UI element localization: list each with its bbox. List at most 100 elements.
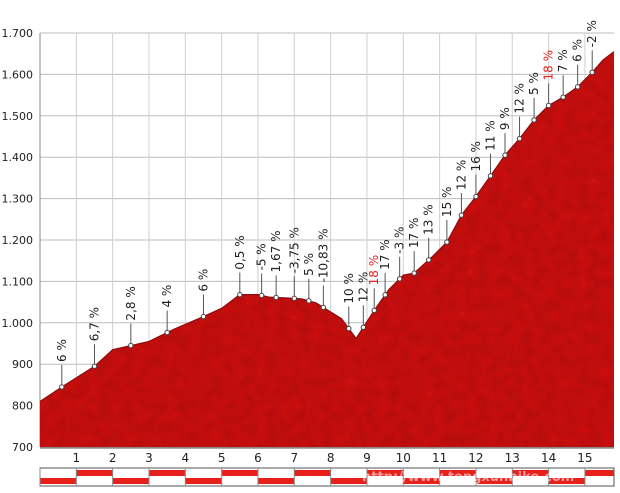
x-tick-label: 3 [145, 451, 153, 465]
segment-gradient-label: -10,83 % [316, 229, 330, 283]
segment-gradient-label: 17 % [407, 218, 421, 249]
watermark: http://www.tengxunbike.com [362, 470, 574, 485]
segment-gradient-label: 15 % [440, 187, 454, 218]
y-tick-label: 1.700 [2, 27, 34, 40]
x-tick-label: 11 [432, 451, 447, 465]
y-tick-label: 1.300 [2, 193, 34, 206]
segment-gradient-label: 6,7 % [87, 307, 101, 341]
segment-marker [487, 173, 494, 179]
segment-marker [291, 295, 298, 302]
segment-marker [306, 298, 312, 304]
segment-marker [200, 313, 207, 320]
segment-gradient-label: 16 % [469, 141, 483, 172]
x-tick-label: 15 [577, 451, 592, 465]
segment-marker [360, 324, 367, 330]
segment-marker [560, 94, 566, 100]
elevation-area [40, 51, 614, 447]
y-tick-label: 1.100 [2, 275, 34, 288]
segment-marker [59, 384, 65, 390]
x-tick-label: 9 [363, 451, 371, 465]
x-tick-label: 13 [505, 451, 520, 465]
segment-gradient-label: 5 % [302, 253, 316, 276]
segment-gradient-label: -3 % [393, 227, 407, 254]
x-tick-label: 8 [327, 451, 335, 465]
segment-gradient-label: 18 % [542, 50, 556, 81]
segment-marker [396, 276, 403, 282]
segment-gradient-label: 10 % [342, 273, 356, 304]
y-tick-label: 1.200 [2, 234, 34, 247]
segment-marker [346, 325, 352, 332]
km-ruler-segment [185, 478, 222, 484]
segment-gradient-label: -2 % [585, 20, 599, 47]
segment-gradient-label: 6 % [196, 269, 210, 292]
km-ruler-segment [403, 478, 440, 484]
segment-marker [411, 270, 417, 276]
y-tick-label: 700 [12, 441, 33, 454]
segment-marker [531, 117, 537, 123]
segment-gradient-label: 17 % [378, 239, 392, 270]
segment-marker [545, 102, 552, 109]
elevation-area-layer [39, 51, 615, 447]
segment-gradient-label: 12 % [513, 83, 527, 114]
km-ruler-segment [40, 478, 77, 484]
y-tick-label: 1.000 [2, 317, 34, 330]
km-ruler-segment [294, 470, 331, 476]
x-tick-label: 7 [290, 451, 298, 465]
km-ruler-segment [584, 470, 614, 476]
km-ruler-segment [148, 470, 186, 476]
y-tick-label: 1.600 [2, 68, 34, 81]
y-tick-label: 900 [12, 358, 33, 371]
x-tick-label: 6 [254, 451, 262, 465]
km-ruler-segment [439, 470, 476, 476]
segment-marker [502, 152, 508, 158]
segment-marker [473, 193, 479, 200]
x-tick-label: 4 [181, 451, 189, 465]
segment-gradient-label: 7 % [556, 49, 570, 72]
segment-gradient-label: 6 % [55, 339, 69, 362]
segment-labels: 6 % 6,7 % 2,8 % 4 % 6 % 0,5 % -5 % 1,67 % -3,75 … [55, 20, 599, 362]
segment-marker [320, 304, 327, 311]
segment-marker [444, 239, 450, 245]
segment-marker [371, 307, 377, 314]
segment-marker [91, 363, 98, 369]
x-tick-label: 2 [109, 451, 117, 465]
segment-gradient-label: 12 % [356, 272, 370, 303]
segment-gradient-label: 9 % [498, 107, 512, 130]
x-tick-label: 14 [541, 451, 556, 465]
segment-marker [164, 329, 170, 336]
segment-gradient-label: 11 % [483, 120, 497, 151]
km-ruler-segment [366, 470, 404, 476]
segment-gradient-label: 2,8 % [124, 286, 138, 320]
y-tick-label: 1.400 [2, 151, 34, 164]
segment-marker [258, 292, 265, 299]
segment-gradient-label: 6 % [571, 39, 585, 62]
km-ruler-segment [330, 478, 367, 484]
segment-gradient-label: 5 % [527, 72, 541, 95]
segment-gradient-label: 4 % [160, 285, 174, 308]
y-tick-label: 800 [12, 400, 33, 413]
segment-marker [426, 257, 432, 263]
segment-marker [128, 342, 134, 349]
km-ruler-segment [257, 478, 295, 484]
segment-marker [574, 84, 581, 90]
x-axis: 1 2 3 4 5 6 7 8 9 10 11 12 13 14 15 [39, 447, 615, 487]
km-ruler-segment [548, 478, 585, 484]
x-tick-label: 1 [73, 451, 81, 465]
segment-marker [382, 292, 388, 298]
segment-gradient-label: 18 % [367, 255, 381, 286]
segment-gradient-label: 12 % [454, 160, 468, 191]
segment-marker [589, 69, 595, 76]
km-ruler-segment [475, 478, 513, 484]
km-ruler-segment [221, 470, 258, 476]
segment-marker [273, 294, 279, 301]
elevation-outline [39, 51, 615, 402]
segment-marker [458, 212, 465, 218]
segment-marker [516, 135, 523, 142]
x-tick-label: 12 [468, 451, 483, 465]
segment-gradient-label: -3,75 % [287, 227, 301, 273]
segment-marker [237, 291, 243, 298]
km-ruler-segment [112, 478, 149, 484]
km-ruler-segment [76, 470, 113, 476]
